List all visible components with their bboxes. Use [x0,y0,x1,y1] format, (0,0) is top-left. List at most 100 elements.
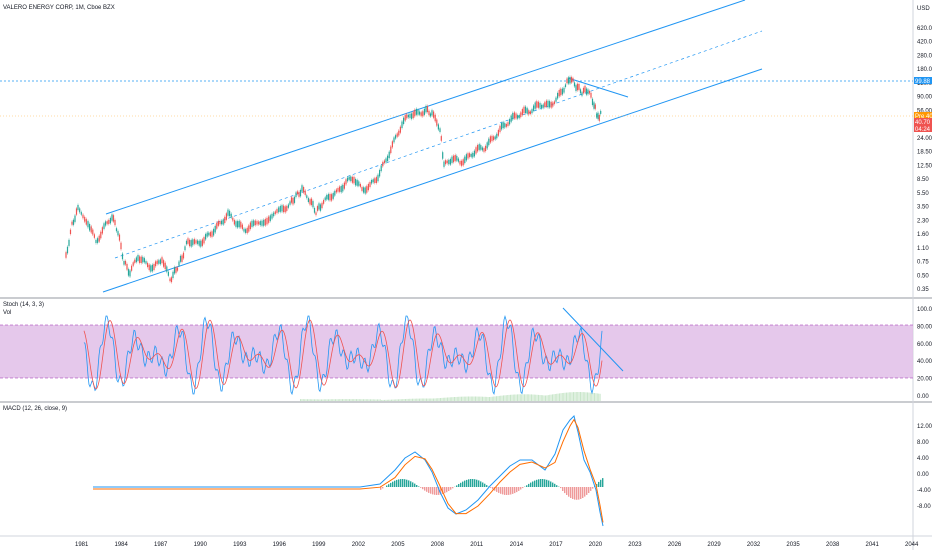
volume-bar [549,394,551,401]
candle-body [225,213,227,220]
time-axis[interactable]: 1981 1984 1987 1990 1993 1996 1999 2002 2005 2008… [75,542,919,548]
macd-histogram-bar [538,479,540,487]
price-tick-label: 1.10 [917,246,929,252]
volume-bar [336,399,338,401]
volume-bar [553,394,555,401]
volume-bar [535,394,537,401]
candle-body [433,111,435,118]
price-tick-label: 24.00 [917,136,932,142]
time-tick-label: 2020 [589,542,603,548]
candle-body [222,219,224,225]
candle-body [359,184,361,187]
macd-histogram [380,478,604,500]
stoch-trend-line[interactable] [562,307,624,372]
candle-body [398,130,400,136]
volume-bar [504,395,506,401]
volume-bar [399,399,401,401]
candle-body [155,261,157,267]
candle-body [112,215,115,222]
volume-bar [367,399,369,401]
candle-body [179,255,182,262]
volume-bar [458,396,460,401]
candle-body [446,160,448,164]
volume-bar [391,399,392,401]
channel-lower-line[interactable] [102,68,763,293]
stoch-axis[interactable]: 100.00 80.00 60.00 40.00 20.00 0.00 [917,307,932,400]
candle-body [525,106,527,113]
volume-bar [542,395,544,401]
volume-bar [381,400,383,401]
volume-bar [368,399,370,401]
volume-bar [449,397,451,401]
candle-body [240,221,242,228]
vol-label[interactable]: Vol [3,310,11,316]
volume-bar [466,396,468,401]
volume-bar [354,399,356,401]
candle-body [426,106,429,112]
volume-bar [435,398,437,401]
candle-body [395,135,397,139]
macd-label[interactable]: MACD (12, 26, close, 9) [3,406,67,412]
candle-body [142,256,144,263]
volume-bar [578,392,580,401]
candle-body [355,179,357,186]
volume-bar [470,396,472,401]
candle-body [117,231,119,236]
candle-body [192,239,194,246]
price-candles[interactable] [65,75,602,284]
macd-histogram-bar [536,479,538,487]
volume-bar [427,398,429,401]
macd-histogram-bar [480,481,482,487]
candle-body [71,221,73,225]
candle-body [159,259,161,265]
volume-bar [500,395,502,401]
candle-body [135,257,137,263]
symbol-title[interactable]: VALERO ENERGY CORP, 1M, Cboe BZX [3,5,115,11]
macd-histogram-bar [526,485,528,487]
candle-body [423,108,425,115]
macd-histogram-bar [562,487,564,491]
candle-body [442,152,444,159]
volume-bar [335,399,336,401]
volume-bar [550,394,552,401]
stoch-label[interactable]: Stoch (14, 3, 3) [3,302,44,308]
price-axis[interactable]: 620.00420.00280.00180.00120.0090.0056.00… [917,26,932,293]
macd-histogram-bar [584,487,586,497]
volume-bar [452,397,454,401]
macd-tick-label: 0.00 [917,472,929,478]
candle-body [327,194,329,200]
candle-body [90,226,92,233]
macd-histogram-bar [502,487,504,495]
candle-body [342,184,344,192]
time-tick-label: 2023 [628,542,642,548]
candle-body [237,221,239,228]
time-tick-label: 1987 [154,542,168,548]
price-tick-label: 620.00 [917,26,932,32]
candle-body [309,199,311,205]
candle-body [299,190,302,197]
candle-body [256,221,258,225]
candle-body [68,239,70,246]
volume-bar [529,394,531,401]
candle-body [493,136,495,141]
candle-body [459,161,461,165]
candle-body [326,195,328,200]
macd-histogram-bar [420,487,422,488]
macd-histogram-bar [466,479,468,487]
macd-axis[interactable]: 12.00 8.00 4.00 0.00 -4.00 -8.00 [917,424,932,510]
candle-body [436,119,438,126]
volume-bar [486,396,488,401]
candle-body [69,229,72,234]
stoch-tick-label: 40.00 [917,359,932,365]
channel-median-line[interactable] [114,30,763,259]
volume-bar [511,394,513,401]
volume-bar [554,394,556,401]
candle-body [585,88,588,95]
candle-body [461,160,463,166]
price-tick-label: 56.00 [917,108,932,114]
volume-bar [419,398,420,401]
candle-body [200,240,202,247]
candle-body [372,179,374,183]
candle-body [591,98,594,105]
